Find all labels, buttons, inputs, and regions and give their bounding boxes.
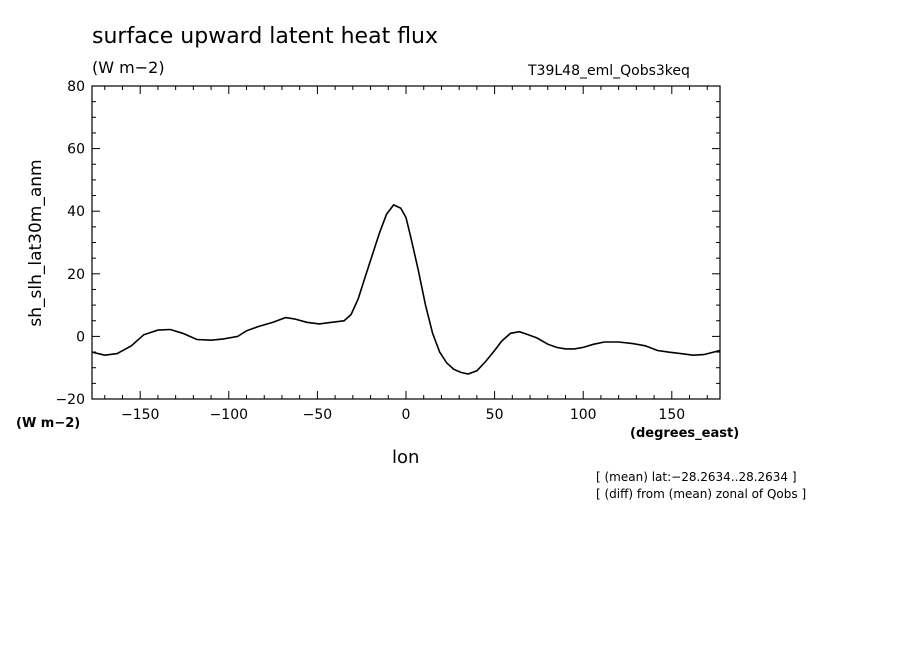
y-tick-label: 60 [67,142,85,158]
annotation-diff-zonal: [ (diff) from (mean) zonal of Qobs ] [596,487,807,501]
axis-tick-labels: −150 −100 −50 0 50 100 150 −20 0 20 40 60 80 [55,79,685,423]
x-tick-label: 50 [486,407,504,423]
y-tick-label: −20 [55,392,85,408]
y-tick-label: 40 [67,204,85,220]
x-tick-label: −150 [121,407,159,423]
x-tick-label: 150 [658,407,685,423]
x-tick-label: 0 [402,407,411,423]
x-axis-unit: (degrees_east) [630,426,740,441]
plot-frame [91,85,721,400]
y-tick-label: 0 [76,329,85,345]
chart-title: surface upward latent heat flux [92,24,439,49]
chart-units-label: (W m−2) [92,58,165,77]
series-line [91,203,721,375]
y-axis-unit: (W m−2) [16,416,81,431]
y-tick-label: 20 [67,267,85,283]
x-tick-label: −50 [303,407,333,423]
y-tick-label: 80 [67,79,85,95]
x-tick-label: −100 [210,407,248,423]
run-label: T39L48_eml_Qobs3keq [528,63,690,79]
annotation-mean-lat: [ (mean) lat:−28.2634..28.2634 ] [596,470,797,484]
x-tick-label: 100 [570,407,597,423]
axis-ticks [92,85,720,400]
x-axis-label: lon [392,447,420,468]
